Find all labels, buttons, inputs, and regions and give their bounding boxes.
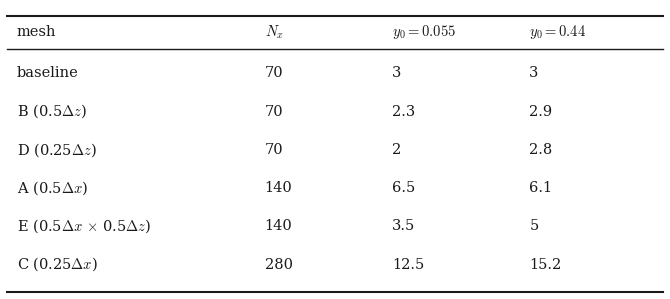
Text: 70: 70 — [265, 105, 283, 118]
Text: 12.5: 12.5 — [392, 258, 424, 271]
Text: 3: 3 — [529, 66, 539, 80]
Text: 2.3: 2.3 — [392, 105, 415, 118]
Text: 3.5: 3.5 — [392, 219, 415, 233]
Text: $N_{x}$: $N_{x}$ — [265, 23, 283, 41]
Text: 2: 2 — [392, 143, 401, 157]
Text: 5: 5 — [529, 219, 539, 233]
Text: A (0.5$\Delta x$): A (0.5$\Delta x$) — [17, 179, 88, 197]
Text: 15.2: 15.2 — [529, 258, 561, 271]
Text: $y_0 = 0.055$: $y_0 = 0.055$ — [392, 23, 456, 41]
Text: 140: 140 — [265, 181, 292, 195]
Text: 3: 3 — [392, 66, 401, 80]
Text: 2.8: 2.8 — [529, 143, 553, 157]
Text: 70: 70 — [265, 143, 283, 157]
Text: $y_0 = 0.44$: $y_0 = 0.44$ — [529, 23, 586, 41]
Text: E (0.5$\Delta x$ $\times$ 0.5$\Delta z$): E (0.5$\Delta x$ $\times$ 0.5$\Delta z$) — [17, 217, 151, 235]
Text: 6.5: 6.5 — [392, 181, 415, 195]
Text: 280: 280 — [265, 258, 293, 271]
Text: 2.9: 2.9 — [529, 105, 553, 118]
Text: B (0.5$\Delta z$): B (0.5$\Delta z$) — [17, 103, 86, 120]
Text: baseline: baseline — [17, 66, 78, 80]
Text: 140: 140 — [265, 219, 292, 233]
Text: C (0.25$\Delta x$): C (0.25$\Delta x$) — [17, 256, 98, 274]
Text: 6.1: 6.1 — [529, 181, 553, 195]
Text: mesh: mesh — [17, 25, 56, 39]
Text: 70: 70 — [265, 66, 283, 80]
Text: D (0.25$\Delta z$): D (0.25$\Delta z$) — [17, 141, 96, 159]
